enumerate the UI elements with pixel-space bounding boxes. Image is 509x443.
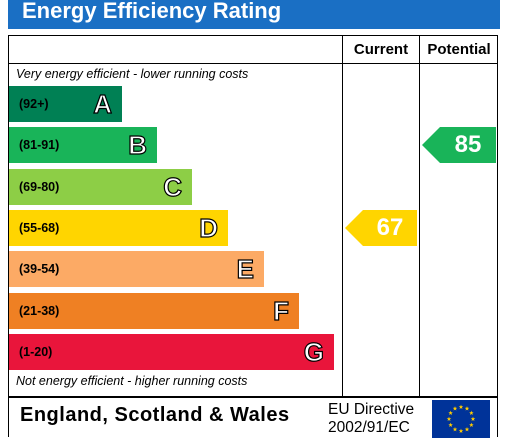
band-d: (55-68) D [9, 209, 228, 246]
band-letter-label: D [199, 212, 219, 243]
bottom-caption: Not energy efficient - higher running co… [16, 374, 248, 388]
band-range-label: (92+) [19, 97, 49, 111]
eu-star-icon [470, 416, 476, 421]
current-rating-arrow-tip [345, 209, 363, 246]
band-e: (39-54) E [9, 251, 264, 288]
band-letter-label: A [93, 88, 113, 119]
band-range-label: (1-20) [19, 344, 53, 359]
eu-directive-line2: 2002/91/EC [328, 419, 410, 436]
potential-column-divider [419, 35, 420, 397]
band-letter-label: C [163, 171, 183, 202]
current-rating-arrow-value: 67 [363, 209, 417, 246]
band-b: (81-91) B [9, 127, 157, 164]
band-letter-label: F [273, 295, 290, 326]
band-range-label: (21-38) [19, 303, 60, 318]
eu-star-icon [469, 410, 474, 415]
band-range-label: (55-68) [19, 220, 60, 235]
eu-star-icon [448, 410, 453, 415]
band-range-label: (69-80) [19, 179, 60, 194]
eu-star-icon [446, 416, 452, 421]
band-g: (1-20) G [9, 333, 334, 370]
chart-title: Energy Efficiency Rating [8, 0, 500, 29]
potential-rating-arrow: 85 [422, 127, 496, 164]
eu-star-icon [452, 426, 458, 432]
eu-star-icon [469, 422, 474, 427]
eu-star-icon [452, 406, 458, 411]
eu-star-icon [458, 404, 464, 409]
footer-region-label: England, Scotland & Wales [20, 404, 290, 426]
eu-star-icon [464, 406, 470, 411]
eu-directive-text: EU Directive 2002/91/EC [328, 401, 414, 437]
band-a: (92+) A [9, 86, 122, 122]
band-letter-label: E [236, 254, 255, 285]
header-divider [8, 63, 498, 64]
band-letter-label: G [303, 336, 324, 367]
band-letter-label: B [128, 130, 148, 161]
band-c: (69-80) C [9, 168, 192, 205]
band-range-label: (81-91) [19, 138, 60, 153]
eu-star-icon [448, 422, 453, 427]
band-f: (21-38) F [9, 292, 299, 329]
potential-rating-arrow-value: 85 [440, 127, 496, 164]
rating-table [8, 35, 498, 397]
current-column-header: Current [353, 41, 409, 58]
eu-star-icon [458, 428, 464, 433]
current-column-divider [342, 35, 343, 397]
potential-rating-arrow-tip [422, 127, 440, 164]
top-caption: Very energy efficient - lower running co… [16, 67, 249, 81]
eu-flag-icon [432, 400, 490, 438]
eu-directive-line1: EU Directive [328, 401, 415, 418]
band-range-label: (39-54) [19, 262, 60, 277]
potential-column-header: Potential [427, 41, 491, 58]
eu-star-icon [464, 426, 470, 432]
footer [8, 397, 498, 437]
current-rating-arrow: 67 [345, 209, 417, 246]
